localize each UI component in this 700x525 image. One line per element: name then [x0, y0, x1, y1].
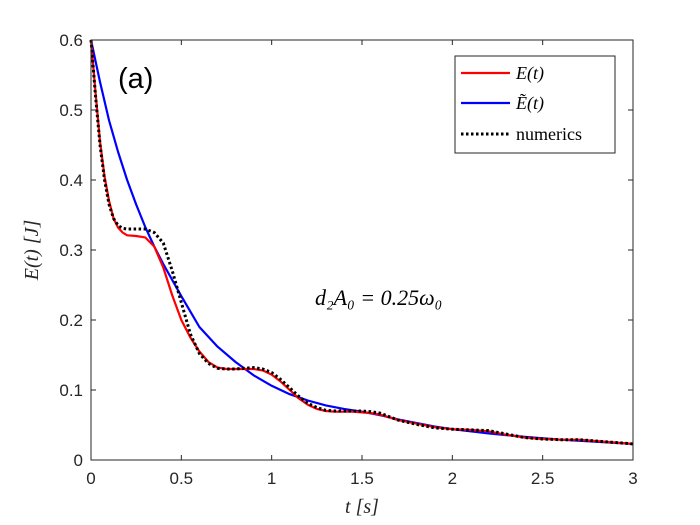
legend-label-2: Ẽ(t)	[515, 93, 544, 114]
series-line-1	[89, 39, 634, 445]
y-tick-label: 0.3	[59, 241, 83, 260]
y-tick-label: 0.5	[59, 101, 83, 120]
x-tick-label: 1.5	[350, 469, 374, 488]
y-tick-label: 0.1	[59, 381, 83, 400]
y-axis-label: E(t) [J]	[21, 220, 43, 282]
x-tick-label: 3	[628, 469, 637, 488]
x-tick-label: 1	[267, 469, 276, 488]
y-tick-label: 0.2	[59, 311, 83, 330]
x-tick-label: 2.5	[531, 469, 555, 488]
y-tick-label: 0.6	[59, 31, 83, 50]
y-tick-label: 0	[74, 451, 83, 470]
annotation: d₂A₀ = 0.25ω₀	[315, 285, 442, 310]
x-axis-label: t [s]	[345, 496, 379, 518]
y-tick-label: 0.4	[59, 171, 83, 190]
x-tick-label: 0.5	[170, 469, 194, 488]
series-lines	[89, 39, 634, 446]
x-tick-label: 0	[86, 469, 95, 488]
legend-label-3: numerics	[516, 124, 582, 144]
axis-ticks: 0 0.5 1 1.5 2 2.5 3 0 0.1 0.2 0.3 0.4 0.5 0.6	[59, 31, 637, 488]
x-tick-label: 2	[448, 469, 457, 488]
legend: E(t) Ẽ(t) numerics	[454, 55, 616, 154]
legend-label-1: E(t)	[515, 63, 544, 84]
panel-label: (a)	[118, 63, 153, 95]
